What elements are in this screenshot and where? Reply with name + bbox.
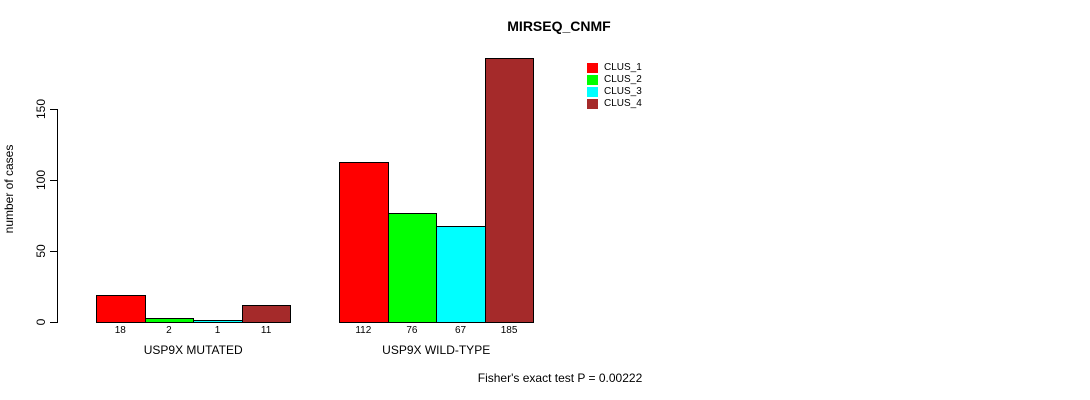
legend-item: CLUS_3 — [587, 86, 642, 98]
bar-clus_1-group1 — [96, 295, 146, 323]
legend-label: CLUS_4 — [604, 98, 642, 109]
y-axis-tick-label: 0 — [34, 318, 48, 326]
legend-item: CLUS_1 — [587, 62, 642, 74]
bar-value-label: 67 — [454, 325, 467, 336]
bar-value-label: 2 — [166, 325, 172, 336]
legend-swatch-clus_1 — [587, 63, 598, 73]
y-axis-tick — [50, 251, 57, 252]
bar-clus_3-group1 — [193, 319, 243, 323]
y-axis-tick-label: 100 — [34, 169, 48, 191]
bar-clus_1-group2 — [339, 161, 389, 323]
bar-clus_2-group1 — [145, 318, 194, 323]
bar-value-label: 76 — [406, 325, 418, 336]
legend-label: CLUS_1 — [604, 62, 642, 73]
legend-swatch-clus_3 — [587, 87, 598, 97]
bar-value-label: 112 — [355, 325, 372, 336]
annotation-text: Fisher's exact test P = 0.00222 — [477, 371, 643, 385]
y-axis-tick — [50, 180, 57, 181]
bar-clus_4-group2 — [485, 58, 534, 323]
legend-label: CLUS_2 — [604, 74, 642, 85]
y-axis-tick — [50, 322, 57, 323]
bar-value-label: 11 — [260, 325, 272, 336]
group-label: USP9X WILD-TYPE — [382, 343, 491, 357]
y-axis-tick — [50, 109, 57, 110]
group-label: USP9X MUTATED — [143, 343, 243, 357]
bar-value-label: 1 — [214, 325, 221, 336]
legend-label: CLUS_3 — [604, 86, 642, 97]
legend-item: CLUS_2 — [587, 74, 642, 86]
legend-swatch-clus_2 — [587, 75, 598, 85]
chart-title: MIRSEQ_CNMF — [507, 18, 611, 34]
legend-swatch-clus_4 — [587, 99, 598, 109]
y-axis-line — [57, 109, 58, 323]
bar-clus_4-group1 — [242, 305, 291, 323]
y-axis-tick-label: 50 — [34, 244, 48, 258]
bar-clus_2-group2 — [388, 213, 437, 323]
legend: CLUS_1 CLUS_2 CLUS_3 CLUS_4 — [587, 62, 642, 110]
legend-item: CLUS_4 — [587, 98, 642, 110]
bar-value-label: 185 — [500, 325, 518, 336]
bar-value-label: 18 — [114, 325, 126, 336]
y-axis-label: number of cases — [2, 144, 16, 234]
bar-clus_3-group2 — [436, 225, 486, 323]
y-axis-tick-label: 150 — [34, 98, 48, 120]
